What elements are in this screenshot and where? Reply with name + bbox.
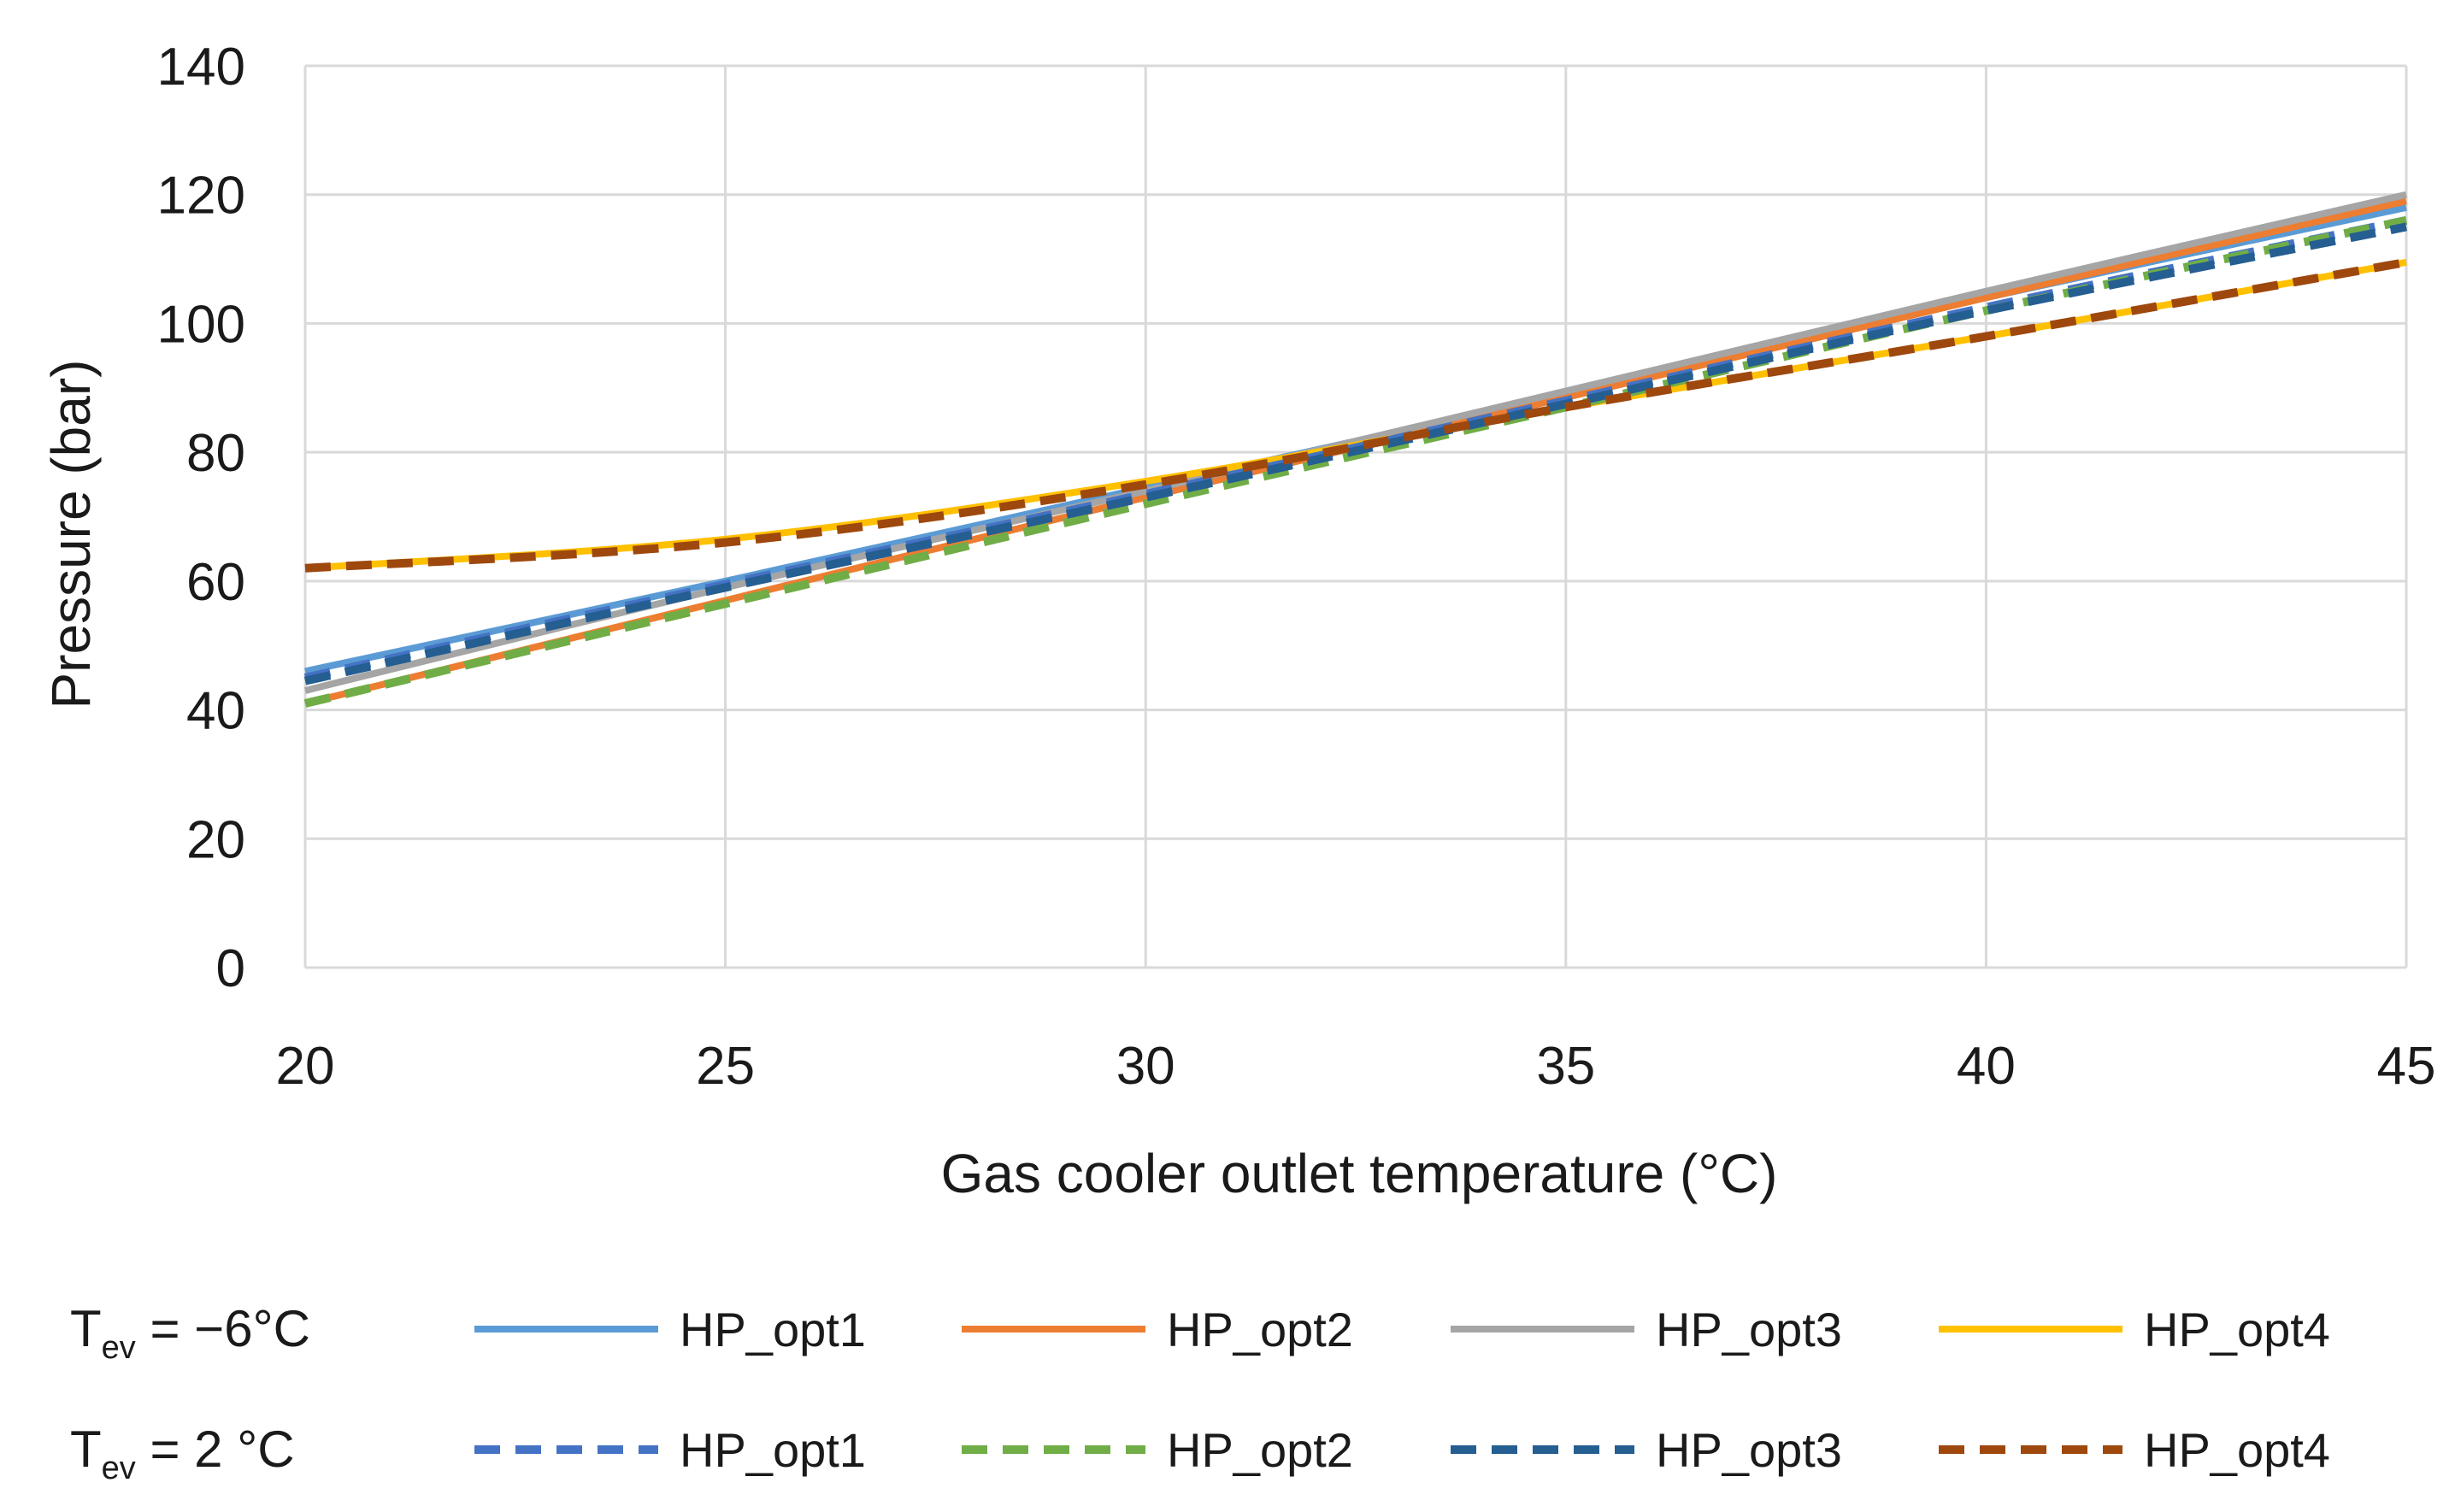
y-tick-label: 80: [186, 424, 245, 483]
legend-label-hp-opt3: HP_opt3: [1656, 1303, 1842, 1356]
legend-label-hp-opt2: HP_opt2: [1167, 1303, 1353, 1356]
legend-label-hp-opt3: HP_opt3: [1656, 1423, 1842, 1477]
y-axis-title: Pressure (bar): [40, 360, 102, 709]
y-tick-label: 0: [216, 939, 245, 998]
x-tick-label: 25: [696, 1037, 755, 1096]
legend-label-hp-opt4: HP_opt4: [2144, 1423, 2330, 1477]
x-tick-label: 40: [1957, 1037, 2016, 1096]
x-tick-label: 35: [1536, 1037, 1595, 1096]
legend-group-label-main: T: [70, 1300, 102, 1357]
y-tick-label: 60: [186, 553, 245, 612]
legend: Tev = −6°C HP_opt1 HP_opt2 HP_opt3 HP_opt4 Te…: [70, 1300, 2330, 1486]
y-tick-label: 40: [186, 682, 245, 741]
legend-group-label-rest: = −6°C: [136, 1300, 310, 1357]
series-line-hp-opt3-solid: [304, 191, 2407, 694]
legend-group-label-main: T: [70, 1421, 102, 1478]
legend-group-label-sub: ev: [102, 1450, 136, 1486]
legend-group-label-sub: ev: [102, 1330, 136, 1366]
x-tick-label: 30: [1116, 1037, 1175, 1096]
x-tick-label: 45: [2377, 1037, 2436, 1096]
legend-group-label: Tev = −6°C: [70, 1300, 310, 1366]
y-tick-label: 120: [157, 167, 245, 226]
series-lines: [303, 191, 2408, 708]
series-line-hp-opt3-dashed: [303, 222, 2407, 685]
x-tick-labels: 20 25 30 35 40 45: [276, 1037, 2436, 1096]
y-tick-label: 20: [186, 810, 245, 869]
legend-group-label-rest: = 2 °C: [136, 1421, 295, 1478]
legend-label-hp-opt1: HP_opt1: [680, 1423, 866, 1477]
x-tick-label: 20: [276, 1037, 335, 1096]
x-axis-title: Gas cooler outlet temperature (°C): [941, 1143, 1778, 1204]
y-tick-label: 100: [157, 295, 245, 354]
legend-group-label: Tev = 2 °C: [70, 1421, 295, 1486]
legend-label-hp-opt4: HP_opt4: [2144, 1303, 2330, 1356]
y-tick-label: 140: [157, 38, 245, 97]
y-tick-labels: 0 20 40 60 80 100 120 140: [157, 38, 245, 998]
legend-label-hp-opt1: HP_opt1: [680, 1303, 866, 1356]
legend-label-hp-opt2: HP_opt2: [1167, 1423, 1353, 1477]
